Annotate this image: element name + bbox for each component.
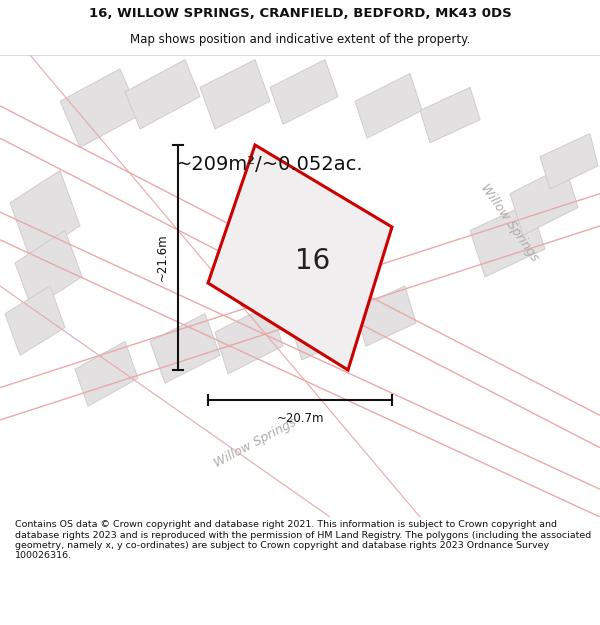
Text: ~20.7m: ~20.7m: [276, 411, 324, 424]
Polygon shape: [420, 88, 480, 142]
Polygon shape: [270, 59, 338, 124]
Text: Willow Springs: Willow Springs: [478, 182, 542, 264]
Polygon shape: [150, 314, 220, 383]
Text: ~21.6m: ~21.6m: [155, 234, 169, 281]
Polygon shape: [5, 286, 65, 355]
Polygon shape: [208, 145, 392, 370]
Polygon shape: [540, 134, 598, 189]
Polygon shape: [215, 304, 283, 374]
Polygon shape: [15, 231, 82, 309]
Text: ~209m²/~0.052ac.: ~209m²/~0.052ac.: [176, 156, 364, 174]
Polygon shape: [10, 171, 80, 258]
Polygon shape: [200, 59, 270, 129]
Text: Map shows position and indicative extent of the property.: Map shows position and indicative extent…: [130, 33, 470, 46]
Polygon shape: [125, 59, 200, 129]
Text: Willow Springs: Willow Springs: [212, 416, 298, 470]
Polygon shape: [355, 74, 422, 138]
Polygon shape: [470, 203, 545, 277]
Polygon shape: [290, 300, 352, 360]
Polygon shape: [510, 166, 578, 235]
Text: 16: 16: [295, 248, 331, 275]
Text: Contains OS data © Crown copyright and database right 2021. This information is : Contains OS data © Crown copyright and d…: [15, 520, 591, 561]
Polygon shape: [355, 286, 416, 346]
Polygon shape: [75, 341, 138, 406]
Polygon shape: [60, 69, 140, 148]
Text: 16, WILLOW SPRINGS, CRANFIELD, BEDFORD, MK43 0DS: 16, WILLOW SPRINGS, CRANFIELD, BEDFORD, …: [89, 8, 511, 20]
